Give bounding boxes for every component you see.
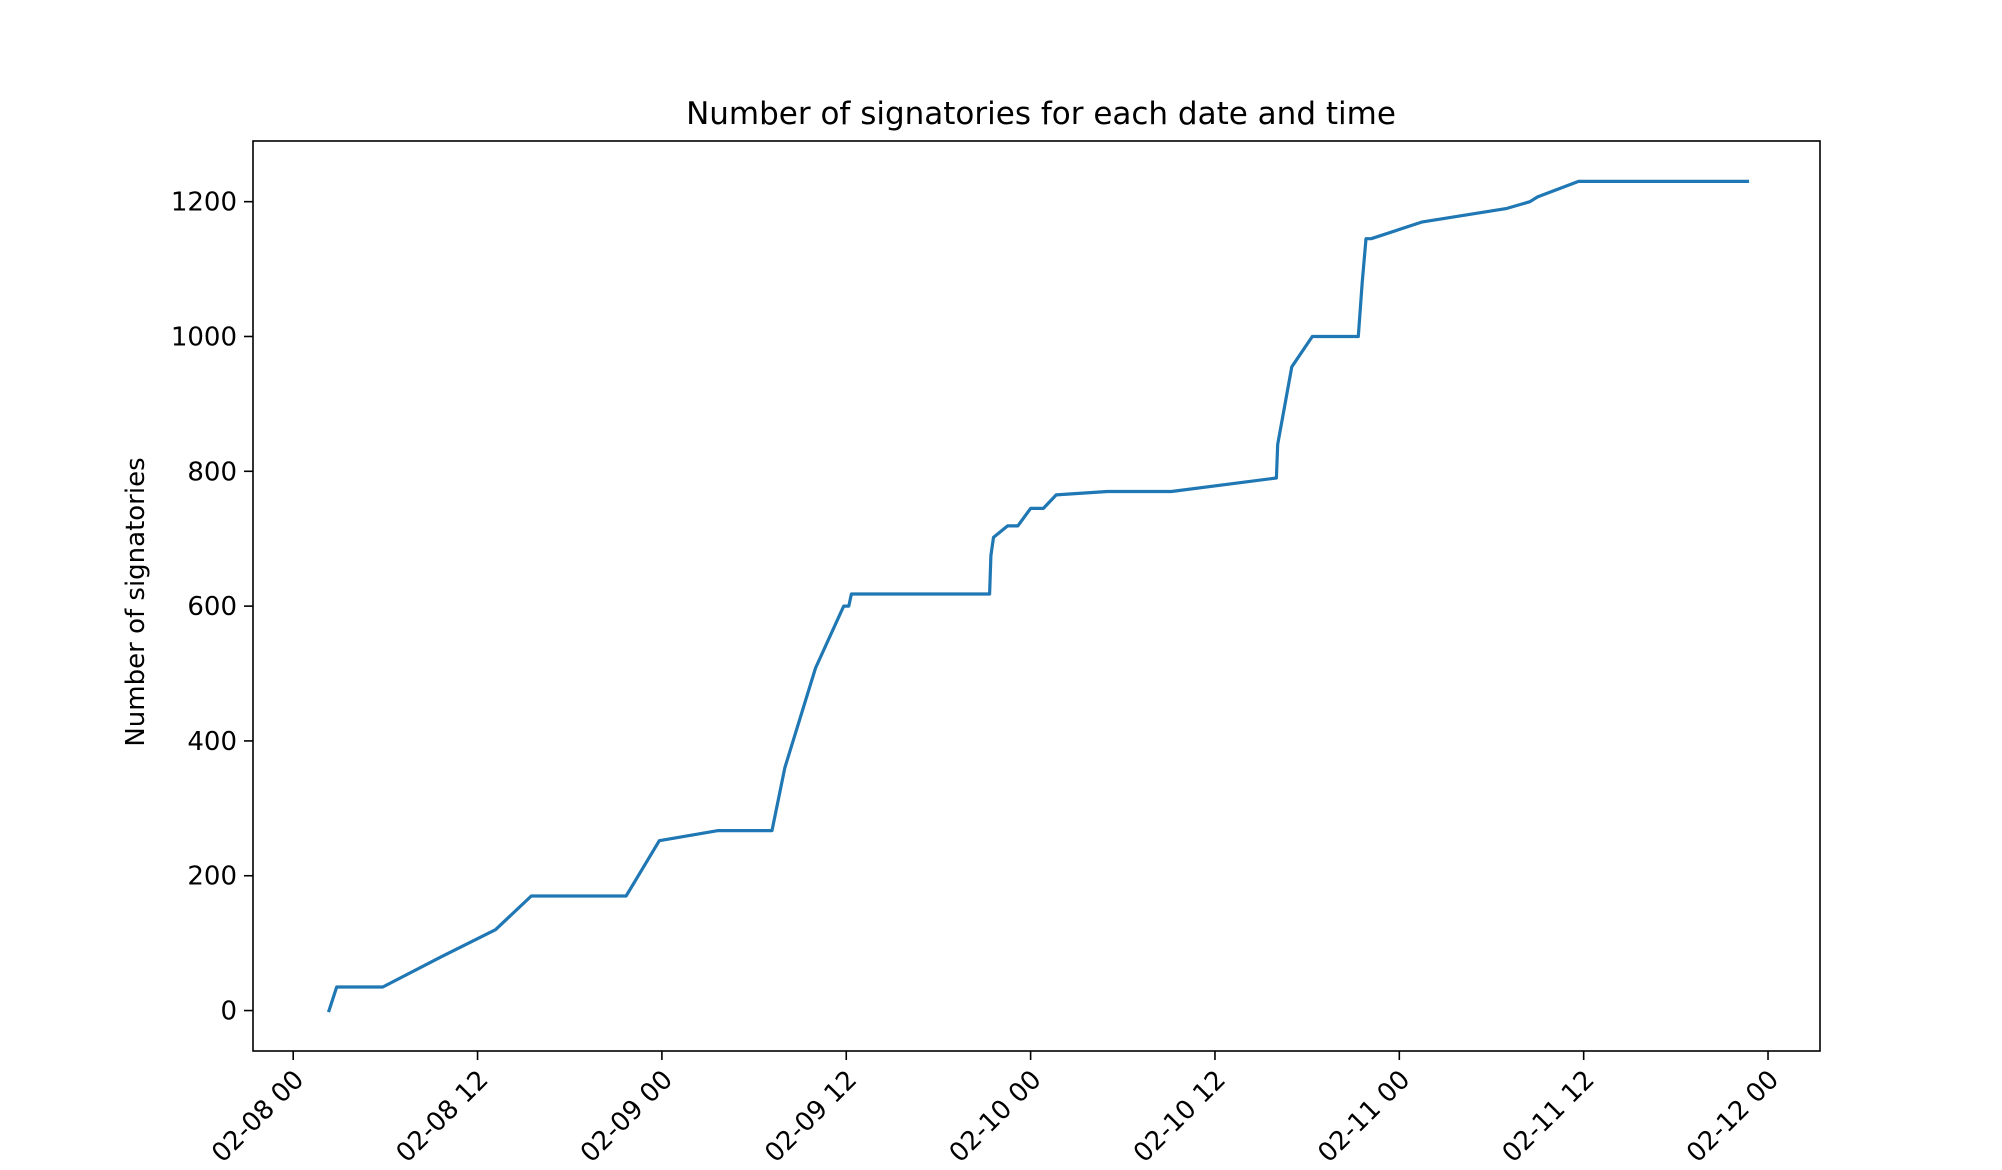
- y-tick-label: 0: [220, 997, 237, 1027]
- plot-area: [326, 179, 1750, 1013]
- y-tick-label: 400: [187, 727, 237, 757]
- chart-title: Number of signatories for each date and …: [686, 96, 1396, 132]
- y-tick-label: 200: [187, 862, 237, 892]
- y-tick-label: 800: [187, 457, 237, 487]
- y-axis-label: Number of signatories: [121, 457, 151, 746]
- y-tick-label: 1200: [171, 188, 237, 218]
- y-tick-label: 1000: [171, 322, 237, 352]
- series-line-signatories: [326, 179, 1750, 1013]
- plot-frame: [252, 140, 1821, 1052]
- y-tick-label: 600: [187, 592, 237, 622]
- y-axis: 0 200 400 600 800 1000 1200: [171, 188, 253, 1027]
